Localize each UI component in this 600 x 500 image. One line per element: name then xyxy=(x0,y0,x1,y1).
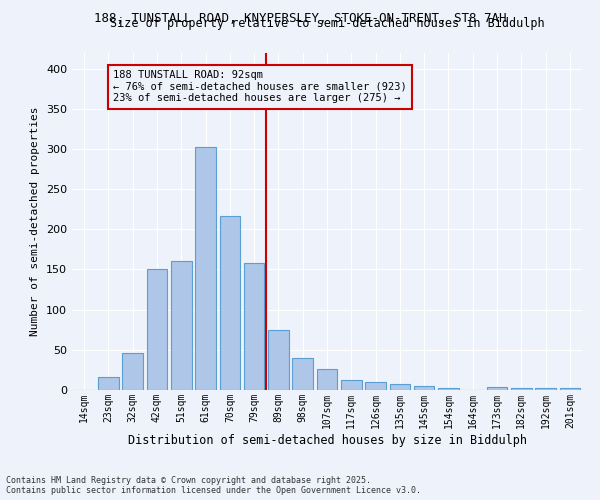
Bar xyxy=(195,148,216,390)
Bar xyxy=(292,358,313,390)
Bar xyxy=(560,388,580,390)
Bar xyxy=(98,377,119,390)
Bar xyxy=(317,369,337,390)
Bar xyxy=(122,353,143,390)
Bar xyxy=(511,388,532,390)
Bar xyxy=(146,270,167,390)
Bar xyxy=(414,386,434,390)
Bar xyxy=(389,384,410,390)
Bar xyxy=(487,387,508,390)
Bar xyxy=(220,216,240,390)
Title: Size of property relative to semi-detached houses in Biddulph: Size of property relative to semi-detach… xyxy=(110,18,544,30)
Text: 188, TUNSTALL ROAD, KNYPERSLEY, STOKE-ON-TRENT, ST8 7AH: 188, TUNSTALL ROAD, KNYPERSLEY, STOKE-ON… xyxy=(94,12,506,26)
Bar xyxy=(268,330,289,390)
Text: 188 TUNSTALL ROAD: 92sqm
← 76% of semi-detached houses are smaller (923)
23% of : 188 TUNSTALL ROAD: 92sqm ← 76% of semi-d… xyxy=(113,70,407,103)
Bar xyxy=(341,380,362,390)
Bar xyxy=(365,382,386,390)
Bar xyxy=(244,263,265,390)
Bar xyxy=(535,388,556,390)
X-axis label: Distribution of semi-detached houses by size in Biddulph: Distribution of semi-detached houses by … xyxy=(128,434,527,446)
Y-axis label: Number of semi-detached properties: Number of semi-detached properties xyxy=(31,106,40,336)
Text: Contains HM Land Registry data © Crown copyright and database right 2025.
Contai: Contains HM Land Registry data © Crown c… xyxy=(6,476,421,495)
Bar xyxy=(171,262,191,390)
Bar xyxy=(438,388,459,390)
